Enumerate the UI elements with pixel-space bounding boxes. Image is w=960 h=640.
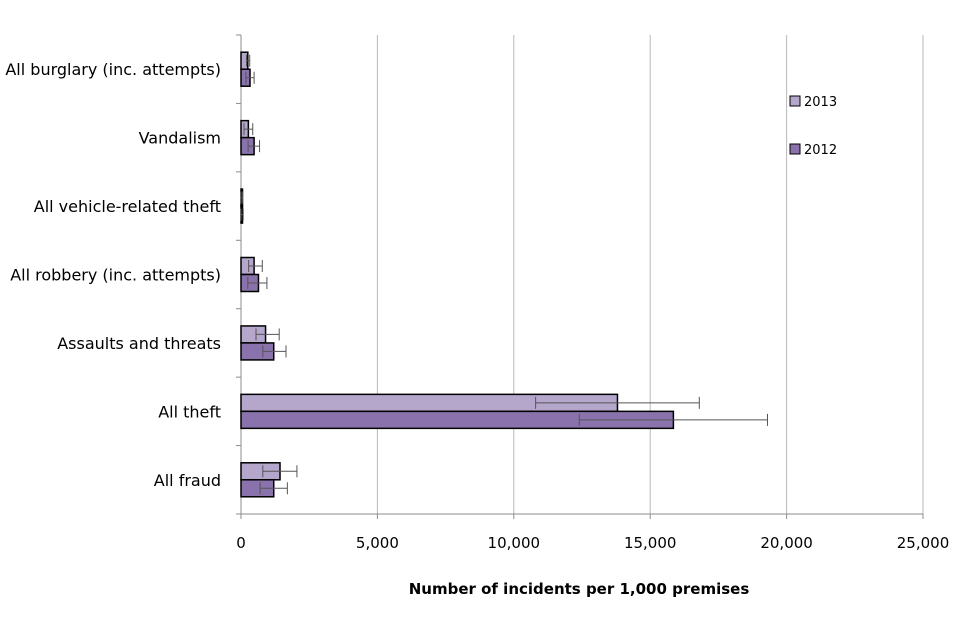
category-label: All burglary (inc. attempts) xyxy=(5,60,221,79)
category-label: All theft xyxy=(158,402,221,421)
x-tick-label: 5,000 xyxy=(356,534,399,552)
x-tick-label: 20,000 xyxy=(760,534,813,552)
legend-label-2013: 2013 xyxy=(804,95,837,110)
x-tick-label: 15,000 xyxy=(624,534,677,552)
category-label: All vehicle-related theft xyxy=(34,197,221,216)
category-label: Assaults and threats xyxy=(57,334,221,353)
x-axis-title: Number of incidents per 1,000 premises xyxy=(409,580,750,598)
category-label: All robbery (inc. attempts) xyxy=(10,266,221,285)
x-tick-label: 10,000 xyxy=(488,534,541,552)
legend-label-2012: 2012 xyxy=(804,143,837,158)
x-tick-label: 25,000 xyxy=(897,534,950,552)
category-label: Vandalism xyxy=(139,129,221,148)
category-label: All fraud xyxy=(154,471,221,490)
x-tick-label: 0 xyxy=(236,534,246,552)
legend-swatch-2013 xyxy=(789,95,801,107)
legend-swatch-2012 xyxy=(789,143,801,155)
